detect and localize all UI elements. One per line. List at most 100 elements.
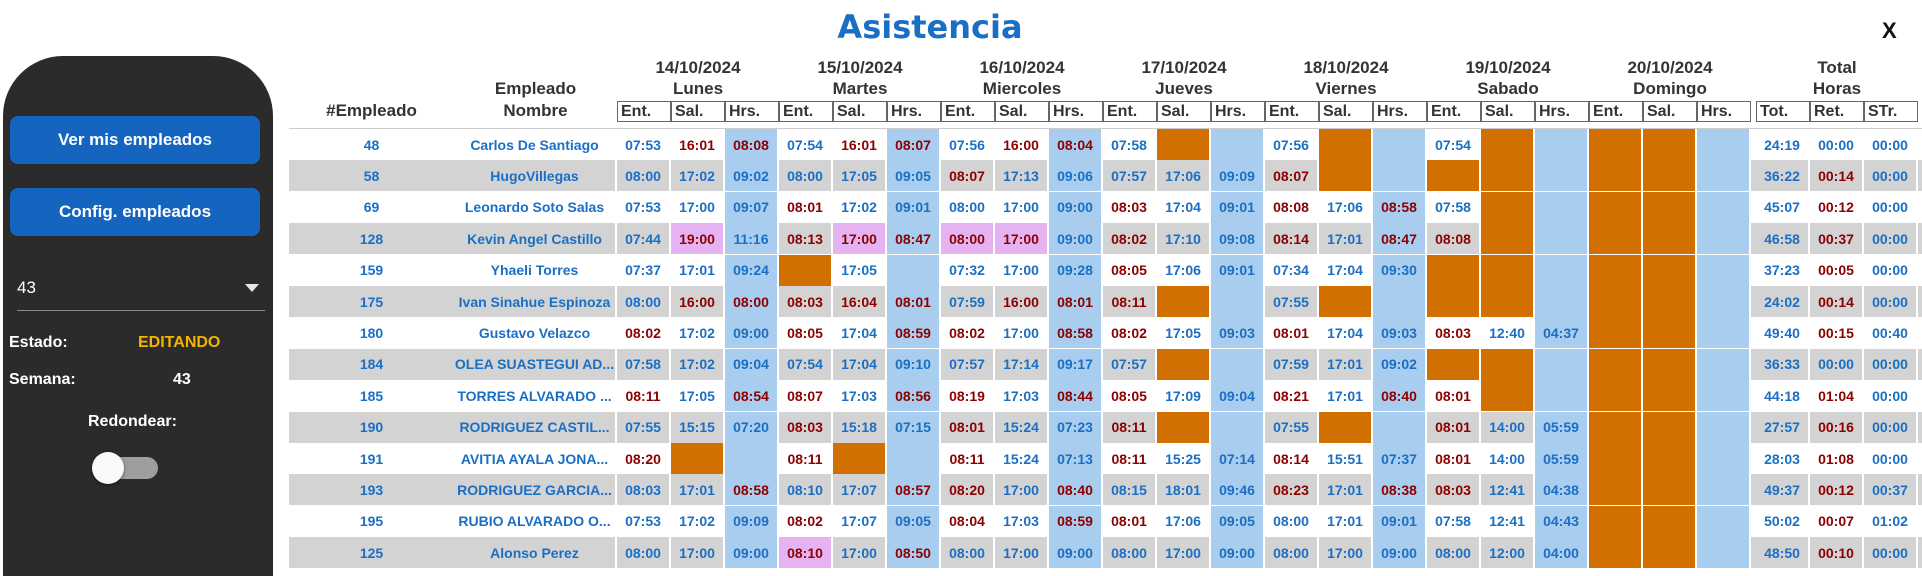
time-cell[interactable]: 08:05 [1103,380,1157,412]
time-cell[interactable]: 07:37 [617,254,671,286]
time-cell[interactable]: 17:01 [1319,505,1373,537]
time-cell[interactable]: 08:07 [1265,160,1319,192]
time-cell[interactable]: 17:05 [833,254,887,286]
time-cell[interactable]: 07:32 [941,254,995,286]
time-cell[interactable]: 09:02 [1373,348,1427,380]
time-cell[interactable]: 07:23 [1049,411,1103,443]
time-cell[interactable]: 14:00 [1481,411,1535,443]
empty-hours-cell[interactable] [1697,348,1751,380]
time-cell[interactable]: 08:11 [941,443,995,474]
missing-cell[interactable] [833,443,887,474]
time-cell[interactable]: 07:58 [617,348,671,380]
time-cell[interactable]: 17:06 [1157,254,1211,286]
missing-cell[interactable] [1427,348,1481,380]
time-cell[interactable]: 07:58 [1427,505,1481,537]
time-cell[interactable]: 08:19 [941,380,995,412]
empty-hours-cell[interactable] [1373,160,1427,192]
time-cell[interactable]: 08:11 [1103,443,1157,474]
time-cell[interactable]: 16:00 [995,286,1049,317]
time-cell[interactable]: 07:58 [1427,191,1481,223]
time-cell[interactable]: 12:41 [1481,505,1535,537]
time-cell[interactable]: 08:00 [725,286,779,317]
round-toggle[interactable] [92,452,158,484]
time-cell[interactable]: 17:00 [833,223,887,255]
time-cell[interactable]: 11:16 [725,223,779,255]
missing-cell[interactable] [1319,286,1373,317]
empty-hours-cell[interactable] [1535,223,1589,255]
time-cell[interactable]: 07:34 [1265,254,1319,286]
time-cell[interactable]: 09:00 [1373,537,1427,569]
time-cell[interactable]: 12:40 [1481,317,1535,349]
time-cell[interactable]: 08:21 [1265,380,1319,412]
empty-hours-cell[interactable] [1697,380,1751,412]
time-cell[interactable]: 08:57 [887,474,941,506]
time-cell[interactable]: 08:58 [725,474,779,506]
time-cell[interactable]: 09:00 [725,317,779,349]
time-cell[interactable]: 15:24 [995,443,1049,474]
missing-cell[interactable] [1157,411,1211,443]
time-cell[interactable]: 07:44 [617,223,671,255]
time-cell[interactable]: 09:04 [725,348,779,380]
missing-cell[interactable] [1643,443,1697,474]
time-cell[interactable]: 08:00 [941,191,995,223]
time-cell[interactable]: 09:08 [1211,223,1265,255]
empty-hours-cell[interactable] [1535,129,1589,160]
time-cell[interactable]: 17:02 [671,160,725,192]
empty-hours-cell[interactable] [1211,411,1265,443]
time-cell[interactable]: 08:00 [617,537,671,569]
table-row[interactable]: 190 RODRIGUEZ CASTIL... 07:55 15:15 07:20 08:… [289,411,1922,443]
time-cell[interactable]: 07:13 [1049,443,1103,474]
time-cell[interactable]: 08:44 [1049,380,1103,412]
empty-hours-cell[interactable] [1697,191,1751,223]
time-cell[interactable]: 07:14 [1211,443,1265,474]
time-cell[interactable]: 08:10 [779,474,833,506]
time-cell[interactable]: 17:00 [1157,537,1211,569]
time-cell[interactable]: 09:30 [1373,254,1427,286]
time-cell[interactable]: 07:58 [1103,129,1157,160]
time-cell[interactable]: 17:05 [671,380,725,412]
empty-hours-cell[interactable] [725,443,779,474]
empty-hours-cell[interactable] [887,254,941,286]
missing-cell[interactable] [1157,286,1211,317]
time-cell[interactable]: 07:59 [941,286,995,317]
time-cell[interactable]: 09:00 [1049,191,1103,223]
time-cell[interactable]: 08:47 [887,223,941,255]
time-cell[interactable]: 07:53 [617,129,671,160]
time-cell[interactable]: 07:37 [1373,443,1427,474]
missing-cell[interactable] [1481,191,1535,223]
table-row[interactable]: 159 Yhaeli Torres 07:37 17:01 09:24 17:05 07:3… [289,254,1922,286]
time-cell[interactable]: 17:04 [1319,317,1373,349]
time-cell[interactable]: 07:57 [1103,160,1157,192]
time-cell[interactable]: 08:58 [1049,317,1103,349]
time-cell[interactable]: 08:50 [887,537,941,569]
time-cell[interactable]: 08:08 [1427,223,1481,255]
time-cell[interactable]: 08:00 [1265,537,1319,569]
table-row[interactable]: 175 Ivan Sinahue Espinoza 08:00 16:00 08:00 0… [289,286,1922,317]
time-cell[interactable]: 17:06 [1319,191,1373,223]
missing-cell[interactable] [1589,129,1643,160]
time-cell[interactable]: 16:00 [995,129,1049,160]
time-cell[interactable]: 04:00 [1535,537,1589,569]
time-cell[interactable]: 08:14 [1265,223,1319,255]
time-cell[interactable]: 08:59 [1049,505,1103,537]
time-cell[interactable]: 07:53 [617,191,671,223]
time-cell[interactable]: 17:01 [1319,348,1373,380]
time-cell[interactable]: 08:00 [1103,537,1157,569]
missing-cell[interactable] [1427,254,1481,286]
empty-hours-cell[interactable] [1697,254,1751,286]
time-cell[interactable]: 07:57 [941,348,995,380]
time-cell[interactable]: 05:59 [1535,443,1589,474]
time-cell[interactable]: 12:00 [1481,537,1535,569]
time-cell[interactable]: 08:02 [1103,223,1157,255]
time-cell[interactable]: 08:20 [617,443,671,474]
time-cell[interactable]: 08:01 [779,191,833,223]
time-cell[interactable]: 15:15 [671,411,725,443]
time-cell[interactable]: 17:00 [995,474,1049,506]
missing-cell[interactable] [1643,286,1697,317]
empty-hours-cell[interactable] [1535,348,1589,380]
time-cell[interactable]: 04:37 [1535,317,1589,349]
time-cell[interactable]: 17:09 [1157,380,1211,412]
empty-hours-cell[interactable] [1373,411,1427,443]
missing-cell[interactable] [1589,380,1643,412]
time-cell[interactable]: 08:01 [1427,411,1481,443]
